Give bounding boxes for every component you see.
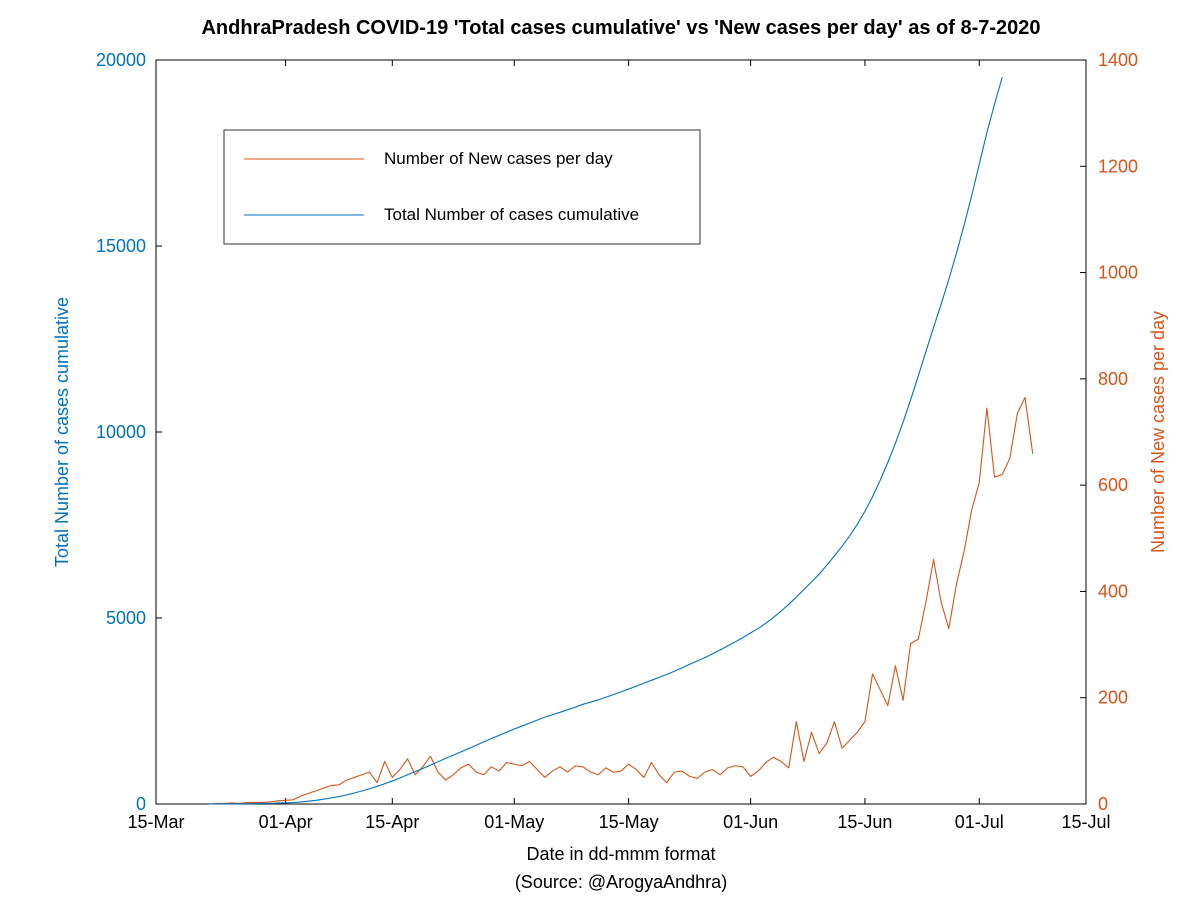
legend-box [224, 130, 700, 244]
y-left-tick-label: 20000 [96, 50, 146, 70]
x-tick-label: 15-May [599, 812, 659, 832]
y-right-tick-label: 200 [1098, 688, 1128, 708]
y-right-axis-label: Number of New cases per day [1148, 311, 1168, 553]
y-left-tick-label: 5000 [106, 608, 146, 628]
y-right-tick-label: 0 [1098, 794, 1108, 814]
y-right-tick-label: 1200 [1098, 156, 1138, 176]
x-tick-label: 15-Jun [837, 812, 892, 832]
x-axis-label-line1: Date in dd-mmm format [526, 844, 715, 864]
y-left-tick-label: 15000 [96, 236, 146, 256]
y-left-tick-label: 10000 [96, 422, 146, 442]
y-left-axis-label: Total Number of cases cumulative [52, 297, 72, 567]
chart-container: 15-Mar 01-Apr 15-Apr 01-May 15-May 01-Jun 15-J… [0, 0, 1200, 900]
y-right-tick-label: 800 [1098, 369, 1128, 389]
y-right-tick-label: 400 [1098, 581, 1128, 601]
x-tick-label: 15-Jul [1061, 812, 1110, 832]
x-tick-label: 01-May [484, 812, 544, 832]
y-right-tick-label: 1400 [1098, 50, 1138, 70]
y-right-tick-label: 1000 [1098, 263, 1138, 283]
legend-label-cumulative: Total Number of cases cumulative [384, 205, 639, 224]
x-tick-label: 15-Apr [365, 812, 419, 832]
y-right-tick-label: 600 [1098, 475, 1128, 495]
legend-label-new: Number of New cases per day [384, 149, 613, 168]
x-axis-label-line2: (Source: @ArogyaAndhra) [515, 872, 727, 892]
x-tick-label: 15-Mar [127, 812, 184, 832]
x-tick-label: 01-Jun [723, 812, 778, 832]
chart-title: AndhraPradesh COVID-19 'Total cases cumu… [201, 17, 1040, 39]
chart-svg: 15-Mar 01-Apr 15-Apr 01-May 15-May 01-Jun 15-J… [0, 0, 1200, 900]
x-tick-label: 01-Jul [955, 812, 1004, 832]
series-new-cases [209, 397, 1032, 804]
y-left-tick-label: 0 [136, 794, 146, 814]
x-tick-label: 01-Apr [259, 812, 313, 832]
